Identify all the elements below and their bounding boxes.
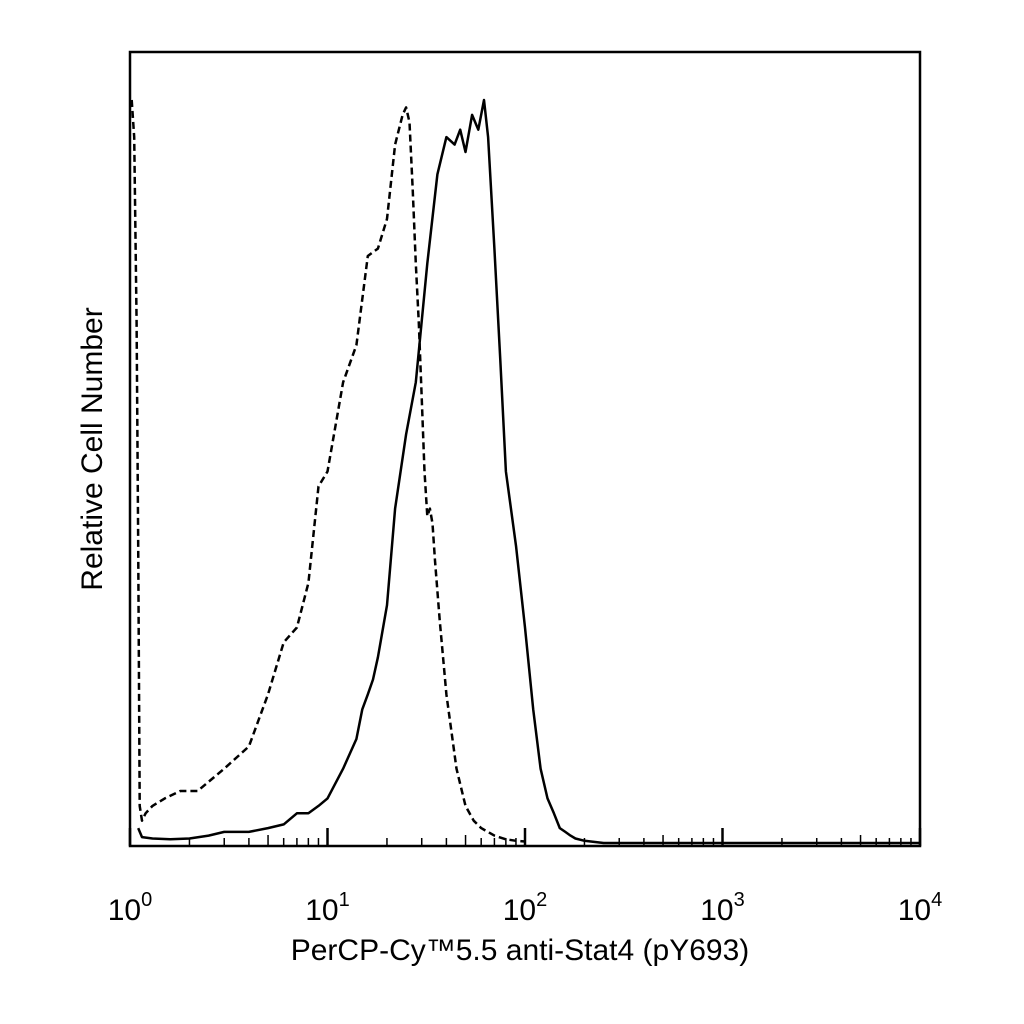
x-axis-title: PerCP-Cy™5.5 anti-Stat4 (pY693) xyxy=(291,934,750,967)
series-line-solid xyxy=(137,98,920,845)
x-tick-label: 103 xyxy=(700,889,745,927)
x-tick-label: 102 xyxy=(503,889,548,927)
x-axis-tick-labels: 100 101 102 103 104 xyxy=(108,889,943,927)
x-tick-label: 104 xyxy=(898,889,943,927)
x-tick-label: 100 xyxy=(108,889,153,927)
series-layer xyxy=(130,98,920,845)
series-line-dashed xyxy=(130,99,526,843)
plot-frame xyxy=(128,50,922,848)
x-axis-ticks xyxy=(128,828,922,846)
x-tick-label: 101 xyxy=(305,889,350,927)
y-axis-title: Relative Cell Number xyxy=(76,307,109,590)
